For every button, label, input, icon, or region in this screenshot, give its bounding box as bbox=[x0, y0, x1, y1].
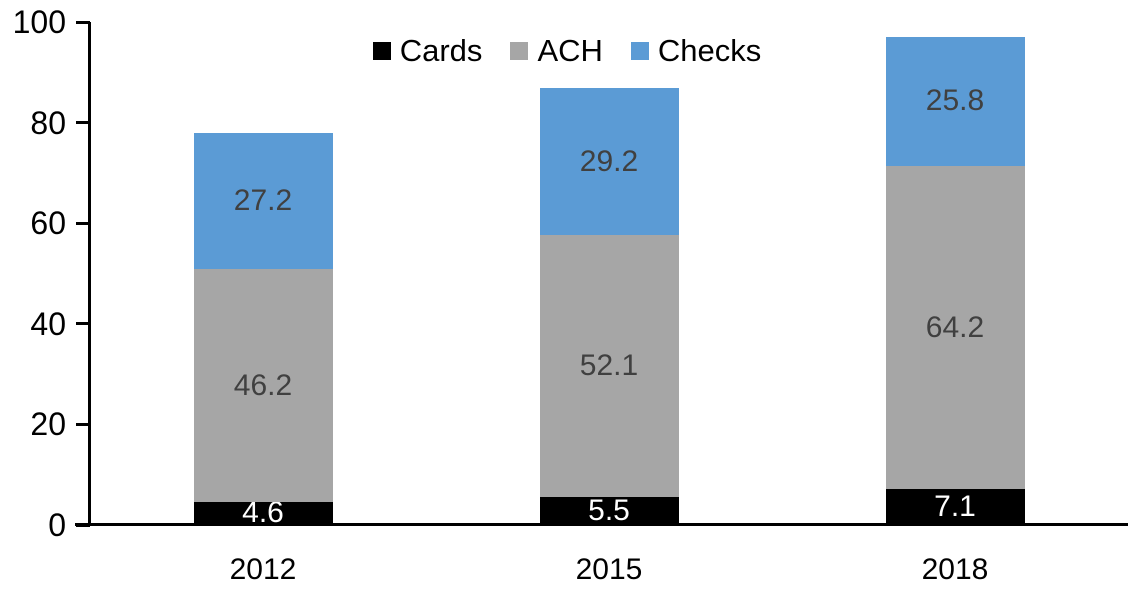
y-tick-label: 80 bbox=[30, 104, 66, 141]
legend-item-cards: Cards bbox=[372, 33, 483, 69]
bar-segment-2015-cards: 5.5 bbox=[539, 494, 679, 528]
y-tick-label: 100 bbox=[12, 4, 66, 40]
legend-marker-ach bbox=[510, 42, 529, 60]
bar-segment-2015-checks: 29.2 bbox=[539, 88, 679, 236]
y-tick-label: 0 bbox=[48, 507, 66, 543]
data-label: 5.5 bbox=[588, 494, 630, 528]
data-label: 52.1 bbox=[579, 349, 639, 383]
y-axis-line bbox=[88, 22, 91, 526]
y-tick-mark bbox=[76, 322, 90, 326]
y-tick-mark bbox=[76, 121, 90, 125]
x-tick-label-2012: 2012 bbox=[229, 553, 297, 586]
bar-segment-2012-checks: 27.2 bbox=[193, 132, 333, 270]
legend-item-ach: ACH bbox=[510, 33, 603, 69]
bar-segment-2018-ach: 64.2 bbox=[885, 166, 1025, 490]
y-tick-label: 40 bbox=[30, 305, 66, 342]
data-label: 64.2 bbox=[925, 310, 985, 344]
legend-item-checks: Checks bbox=[630, 33, 762, 69]
bar-segment-2018-cards: 7.1 bbox=[885, 489, 1025, 525]
bar-segment-2012-ach: 46.2 bbox=[193, 269, 333, 502]
bar-segment-2015-ach: 52.1 bbox=[539, 235, 679, 498]
legend-label: Checks bbox=[657, 33, 762, 68]
y-tick-label: 60 bbox=[30, 205, 66, 242]
legend-label: Cards bbox=[399, 33, 483, 68]
legend-marker-cards bbox=[372, 42, 391, 60]
legend-label: ACH bbox=[537, 33, 603, 68]
y-tick-mark bbox=[76, 20, 90, 24]
bar-segment-2012-cards: 4.6 bbox=[193, 496, 333, 529]
data-label: 25.8 bbox=[925, 84, 985, 118]
data-label: 7.1 bbox=[934, 490, 976, 524]
x-tick-label-2018: 2018 bbox=[921, 553, 989, 586]
data-label: 4.6 bbox=[242, 496, 284, 530]
y-tick-mark bbox=[76, 422, 90, 426]
data-label: 29.2 bbox=[579, 144, 639, 178]
data-label: 27.2 bbox=[233, 184, 293, 218]
data-label: 46.2 bbox=[233, 368, 293, 402]
y-tick-mark bbox=[76, 221, 90, 225]
y-tick-label: 20 bbox=[30, 406, 66, 443]
legend: Cards ACH Checks bbox=[0, 33, 1134, 69]
x-tick-label-2015: 2015 bbox=[575, 553, 643, 586]
bar-segment-2018-checks: 25.8 bbox=[885, 36, 1025, 167]
legend-marker-checks bbox=[630, 42, 649, 60]
